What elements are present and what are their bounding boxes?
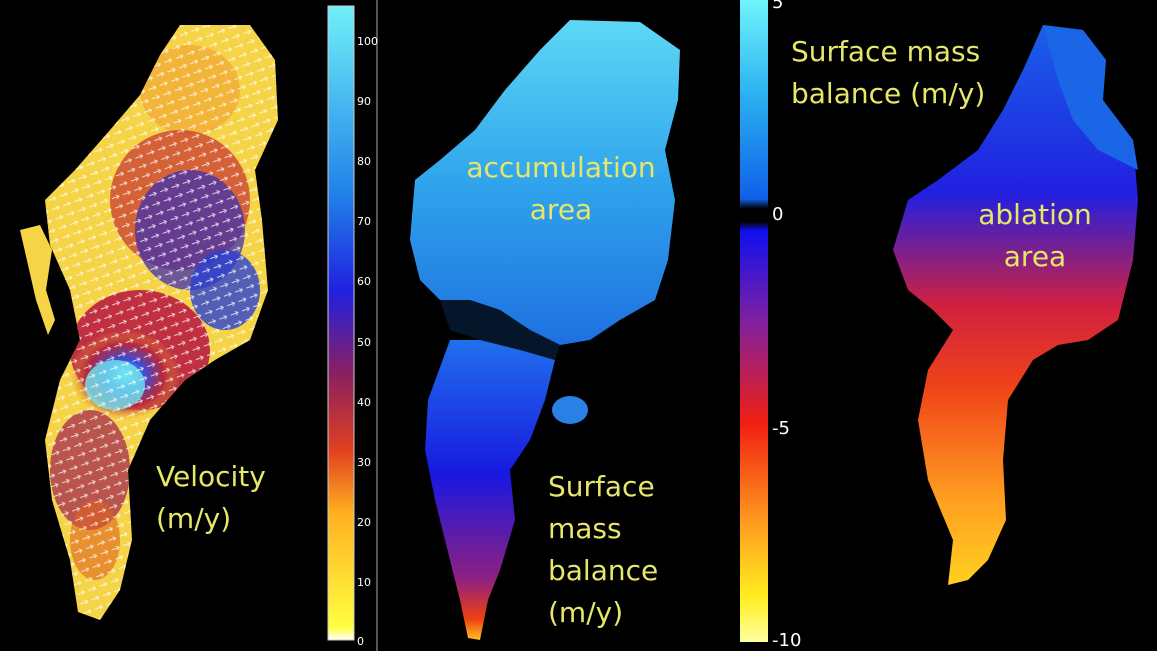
velocity-panel: Velocity (m/y) 0 10 20 30 40 50 60 70 80…: [0, 0, 380, 651]
velocity-tick: 60: [357, 275, 371, 288]
smb-observed-panel: Surface mass balance (m/y) ablation area…: [738, 0, 1157, 651]
velocity-tick: 0: [357, 635, 364, 648]
small-patch: [552, 396, 588, 424]
velocity-tick: 70: [357, 215, 371, 228]
smb-tick: -5: [772, 418, 790, 439]
velocity-field: [45, 25, 278, 620]
velocity-tick: 10: [357, 576, 371, 589]
velocity-tick: 20: [357, 516, 371, 529]
smb-model-panel: accumulation area Surface mass balance (…: [380, 0, 738, 651]
smb-colorbar: [740, 0, 768, 642]
smb-tick: -10: [772, 630, 802, 651]
velocity-tick: 80: [357, 155, 371, 168]
smb-tick: 0: [772, 204, 784, 225]
velocity-fragment: [20, 225, 55, 335]
ablation-area-label: ablation area: [978, 198, 1092, 273]
smb-model-label: Surface mass balance (m/y): [548, 470, 659, 629]
equilibrium-line-band: [440, 300, 560, 360]
smb-colorbar-title: Surface mass balance (m/y): [791, 35, 986, 110]
velocity-colorbar: [327, 5, 355, 641]
velocity-tick: 50: [357, 336, 371, 349]
smb-observed-upper-tongue: [1043, 25, 1138, 170]
smb-tick: 5: [772, 0, 784, 13]
accumulation-region: [410, 20, 680, 345]
velocity-tick: 100: [357, 35, 378, 48]
velocity-tick: 30: [357, 456, 371, 469]
smb-observed-map: [740, 0, 1138, 642]
accumulation-area-label: accumulation area: [466, 151, 656, 226]
smb-observed-glacier: [893, 25, 1138, 585]
velocity-map: [20, 0, 378, 651]
velocity-tick: 90: [357, 95, 371, 108]
ablation-tongue: [425, 340, 555, 640]
velocity-label: Velocity (m/y): [156, 460, 266, 535]
smb-model-map: [410, 20, 680, 640]
velocity-tick: 40: [357, 396, 371, 409]
